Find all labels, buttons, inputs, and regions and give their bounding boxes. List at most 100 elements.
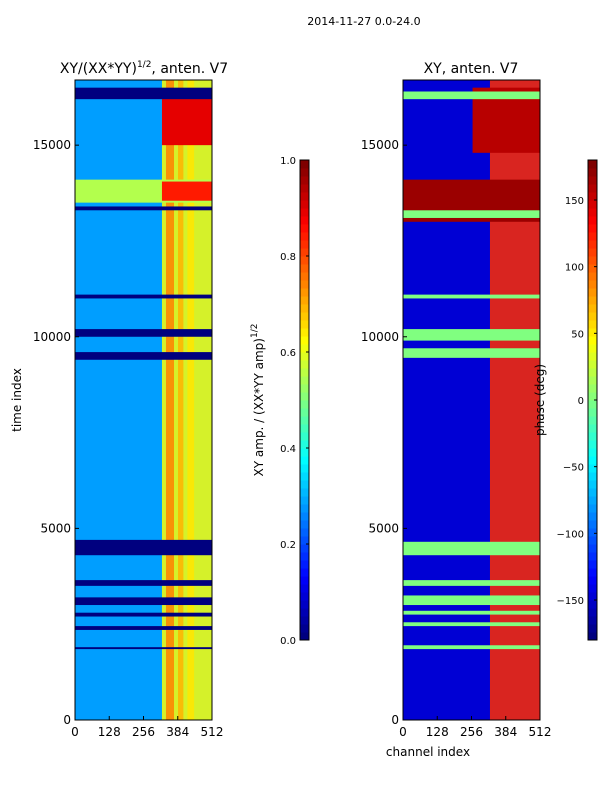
amp-colorbar-step [300, 600, 309, 609]
phase-colorbar-step [588, 248, 597, 257]
amp-time-band [75, 294, 212, 299]
amp-colorbar-step [300, 632, 309, 641]
phase-colorbar-step [588, 176, 597, 185]
phase-time-band [403, 622, 540, 627]
amp-colorbar-step [300, 512, 309, 521]
phase-colorbar-step [588, 200, 597, 209]
phase-time-band [403, 91, 540, 100]
phase-colorbar-step [588, 488, 597, 497]
phase-y-tick-label: 0 [391, 713, 399, 727]
phase-colorbar-step [588, 552, 597, 561]
amp-x-tick-label: 256 [132, 725, 155, 739]
amp-colorbar-step [300, 320, 309, 329]
amplitude-colorbar: 0.0 0.2 0.4 0.6 0.8 1.0 [280, 156, 310, 647]
amp-colorbar-step [300, 584, 309, 593]
phase-colorbar-tick-label: 150 [565, 196, 584, 207]
amp-colorbar-step [300, 536, 309, 545]
amp-colorbar-tick-label: 0.0 [280, 636, 296, 647]
phase-time-band [403, 348, 540, 358]
phase-colorbar-step [588, 440, 597, 449]
phase-colorbar-step [588, 368, 597, 377]
amplitude-y-label: time index [10, 368, 24, 432]
amp-time-band [75, 626, 212, 630]
amp-colorbar-step [300, 208, 309, 217]
phase-colorbar-step [588, 272, 597, 281]
phase-time-band [403, 541, 540, 556]
amp-x-tick-label: 384 [166, 725, 189, 739]
phase-colorbar-step [588, 352, 597, 361]
phase-colorbar-step [588, 608, 597, 617]
amplitude-panel: XY/(XX*YY)1/2, anten. V7 0 128 256 384 512 0… [10, 60, 310, 739]
amp-colorbar-step [300, 240, 309, 249]
amp-x-tick-label: 512 [201, 725, 224, 739]
phase-colorbar-step [588, 480, 597, 489]
phase-colorbar-step [588, 512, 597, 521]
amp-y-tick-label: 0 [63, 713, 71, 727]
amp-channel-band [178, 80, 184, 720]
phase-y-axis: 0 5000 10000 15000 [361, 138, 407, 727]
amp-colorbar-step [300, 264, 309, 273]
phase-colorbar-tick-label: −100 [557, 529, 584, 540]
phase-colorbar-step [588, 328, 597, 337]
amp-colorbar-tick-label: 0.6 [280, 348, 296, 359]
amp-colorbar-step [300, 544, 309, 553]
amplitude-title-suffix: , anten. V7 [151, 61, 228, 77]
phase-colorbar-step [588, 632, 597, 641]
amp-colorbar-step [300, 432, 309, 441]
amp-colorbar-step [300, 328, 309, 337]
phase-colorbar-step [588, 256, 597, 265]
amp-time-band [75, 597, 212, 606]
amp-colorbar-step [300, 336, 309, 345]
amp-x-tick-label: 128 [98, 725, 121, 739]
amp-colorbar-step [300, 400, 309, 409]
phase-colorbar-step [588, 576, 597, 585]
amp-time-band [75, 612, 212, 617]
amp-colorbar-step [300, 528, 309, 537]
amp-time-band [75, 647, 212, 650]
amp-colorbar-step [300, 568, 309, 577]
amp-colorbar-frame [299, 159, 310, 641]
amp-colorbar-step [300, 624, 309, 633]
amp-colorbar-step [300, 480, 309, 489]
amp-y-tick-label: 5000 [40, 521, 71, 535]
phase-colorbar-step [588, 216, 597, 225]
phase-colorbar-step [588, 184, 597, 193]
amp-time-block [161, 181, 212, 201]
amp-colorbar-step [300, 472, 309, 481]
phase-panel: XY, anten. V7 0 128 256 384 512 0 5000 10000 15… [361, 61, 598, 759]
phase-colorbar-step [588, 312, 597, 321]
amp-colorbar-step [300, 608, 309, 617]
phase-title: XY, anten. V7 [424, 61, 519, 77]
phase-colorbar-step [588, 536, 597, 545]
amp-colorbar-step [300, 368, 309, 377]
phase-colorbar-tick-label: −150 [557, 596, 584, 607]
amp-x-tick-label: 0 [71, 725, 79, 739]
phase-colorbar-step [588, 520, 597, 529]
amp-colorbar-step [300, 592, 309, 601]
phase-x-tick-label: 384 [494, 725, 517, 739]
amp-colorbar-step [300, 408, 309, 417]
phase-colorbar-step [588, 168, 597, 177]
phase-y-tick-label: 5000 [368, 521, 399, 535]
amp-colorbar-tick-label: 0.4 [280, 444, 296, 455]
amp-colorbar-step [300, 280, 309, 289]
phase-colorbar-step [588, 432, 597, 441]
phase-time-band [403, 329, 540, 341]
phase-colorbar-step [588, 560, 597, 569]
amplitude-title: XY/(XX*YY)1/2, anten. V7 [60, 60, 228, 77]
phase-colorbar-step [588, 400, 597, 409]
amp-colorbar-tick-label: 0.2 [280, 540, 296, 551]
phase-time-band [403, 610, 540, 615]
phase-colorbar-step [588, 344, 597, 353]
amp-colorbar-step [300, 488, 309, 497]
amp-time-block [161, 95, 212, 146]
amp-colorbar-step [300, 496, 309, 505]
amp-colorbar-step [300, 576, 309, 585]
phase-colorbar-step [588, 160, 597, 169]
amp-channel-band [187, 80, 195, 720]
phase-colorbar-step [588, 464, 597, 473]
phase-time-band [403, 210, 540, 218]
amp-time-band [75, 87, 212, 100]
phase-colorbar-label: phase (deg) [533, 364, 547, 436]
phase-colorbar-step [588, 384, 597, 393]
